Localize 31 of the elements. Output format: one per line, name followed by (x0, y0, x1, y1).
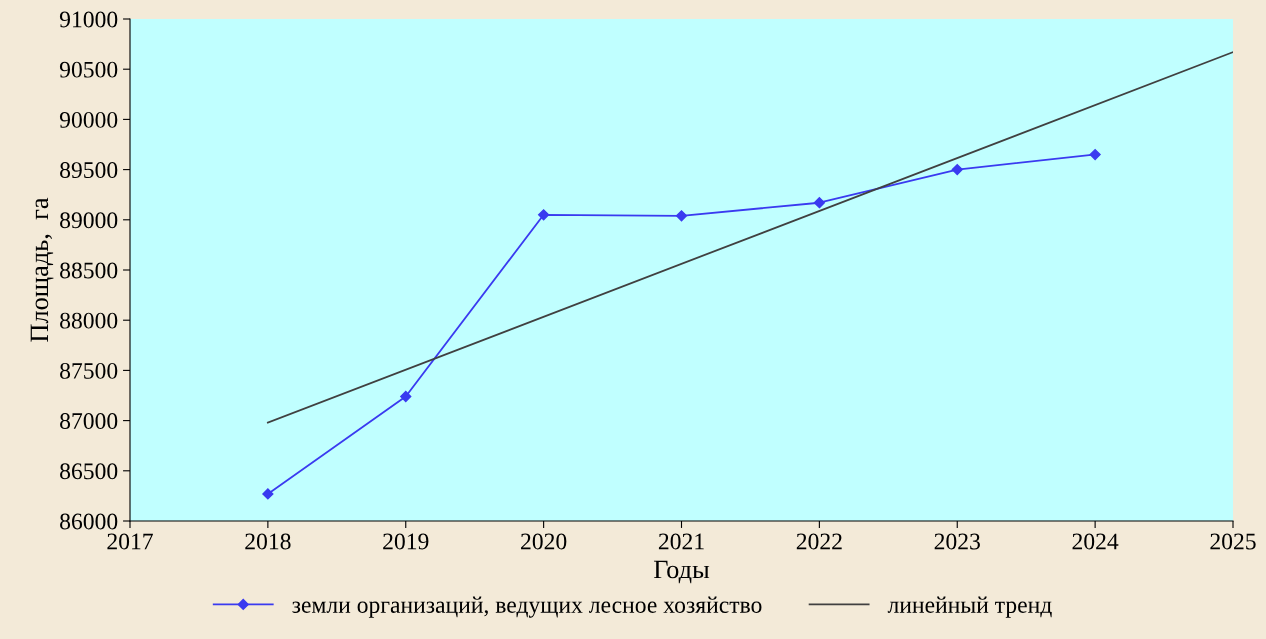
point (675, 210, 688, 222)
point (538, 209, 550, 221)
x-tick-label: 2018 (245, 533, 291, 550)
point (1089, 148, 1101, 161)
y-tick-label: 90000 (59, 111, 118, 128)
y-tick-label: 90500 (59, 61, 118, 78)
point (262, 488, 274, 500)
x-tick-label: 2020 (521, 533, 567, 550)
y-tick-label: 87500 (60, 362, 118, 379)
y-tick-label: 91000 (59, 11, 118, 28)
point (813, 197, 825, 209)
x-tick-label: 2017 (107, 533, 153, 550)
x-tick-label: 2024 (1072, 533, 1119, 550)
y-tick-label: 88000 (60, 312, 118, 329)
x-tick-label: 2021 (658, 533, 704, 550)
y-tick-label: 86500 (60, 463, 118, 480)
legend-label: линейный тренд (887, 596, 1052, 618)
point (951, 163, 963, 176)
x-tick-label: 2023 (934, 533, 980, 550)
y-axis-title: Площадь, га (30, 197, 54, 342)
legend-label: земли организаций, ведущих лесное хозяйство (292, 596, 762, 618)
y-tick-label: 86000 (60, 513, 118, 530)
x-tick-label: 2019 (383, 533, 429, 550)
y-tick-label: 89500 (60, 162, 118, 179)
y-tick-label: 88500 (60, 262, 118, 279)
point (400, 390, 412, 403)
y-tick-label: 89000 (60, 212, 118, 229)
y-tick-label: 87000 (60, 413, 118, 430)
x-axis-title: Годы (653, 560, 710, 584)
x-tick-label: 2022 (796, 533, 842, 550)
x-tick-label: 2025 (1210, 533, 1256, 550)
